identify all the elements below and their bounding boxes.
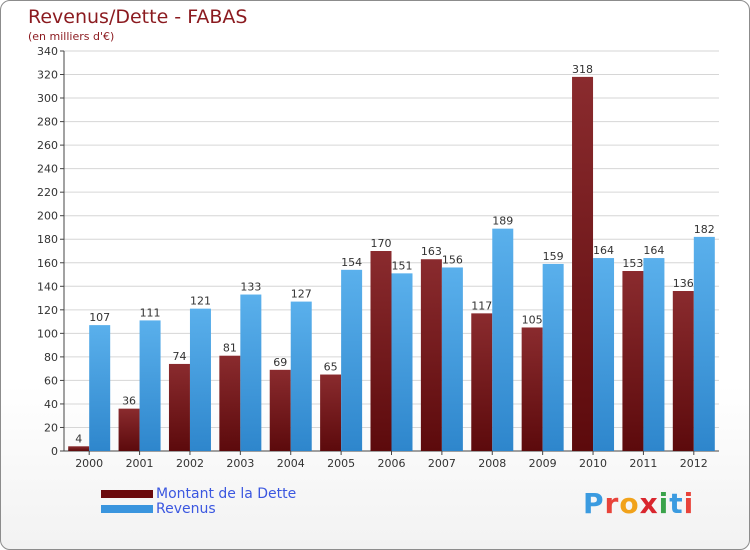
data-label-revenus: 154 <box>341 256 362 269</box>
y-tick-label: 320 <box>37 69 58 82</box>
bar-revenus <box>89 325 111 451</box>
x-tick-label: 2001 <box>126 457 154 470</box>
data-label-revenus: 156 <box>442 253 463 266</box>
logo-letter: o <box>619 487 640 520</box>
bar-dette <box>219 355 241 451</box>
data-label-dette: 36 <box>122 395 136 408</box>
bar-revenus <box>593 258 615 451</box>
logo-letter: t <box>669 487 684 520</box>
logo-letter: i <box>658 487 670 520</box>
bar-dette <box>168 363 190 451</box>
data-label-dette: 318 <box>572 63 593 76</box>
data-label-revenus: 133 <box>240 281 261 294</box>
data-label-dette: 170 <box>371 237 392 250</box>
bar-dette <box>672 291 694 451</box>
y-tick-label: 280 <box>37 116 58 129</box>
data-label-revenus: 151 <box>392 259 413 272</box>
y-tick-label: 340 <box>37 45 58 58</box>
data-label-revenus: 182 <box>694 223 715 236</box>
y-tick-label: 20 <box>44 421 58 434</box>
x-tick-label: 2012 <box>680 457 708 470</box>
data-label-revenus: 107 <box>89 311 110 324</box>
data-label-dette: 153 <box>622 257 643 270</box>
data-label-revenus: 164 <box>643 244 664 257</box>
bar-revenus <box>240 294 262 451</box>
data-label-dette: 4 <box>75 432 82 445</box>
bar-revenus <box>643 258 665 451</box>
y-tick-label: 0 <box>51 445 58 458</box>
bar-revenus <box>139 320 161 451</box>
data-label-dette: 81 <box>223 342 237 355</box>
data-label-revenus: 164 <box>593 244 614 257</box>
bar-dette <box>269 369 291 451</box>
legend-swatch-dette <box>101 490 153 498</box>
y-tick-label: 240 <box>37 163 58 176</box>
logo-letter: P <box>583 487 605 520</box>
legend-label-revenus: Revenus <box>156 501 216 517</box>
bar-revenus <box>341 269 363 451</box>
bar-revenus <box>492 228 514 451</box>
y-tick-label: 140 <box>37 280 58 293</box>
bar-dette <box>572 76 594 451</box>
x-tick-label: 2009 <box>529 457 557 470</box>
data-label-dette: 136 <box>673 277 694 290</box>
bar-dette <box>521 327 543 451</box>
data-label-dette: 69 <box>273 356 287 369</box>
y-tick-label: 60 <box>44 374 58 387</box>
y-tick-label: 300 <box>37 92 58 105</box>
y-tick-label: 80 <box>44 351 58 364</box>
x-tick-label: 2006 <box>378 457 406 470</box>
bar-revenus <box>290 301 312 451</box>
data-label-revenus: 127 <box>291 288 312 301</box>
y-tick-label: 120 <box>37 304 58 317</box>
data-label-dette: 105 <box>522 313 543 326</box>
y-tick-label: 100 <box>37 327 58 340</box>
logo-letter: i <box>683 487 695 520</box>
data-label-dette: 74 <box>172 350 186 363</box>
x-tick-label: 2008 <box>478 457 506 470</box>
chart-title: Revenus/Dette - FABAS <box>28 6 248 28</box>
logo-letter: x <box>639 487 659 520</box>
proxiti-logo: Proxiti <box>583 487 694 520</box>
logo-letter: r <box>604 487 620 520</box>
y-tick-label: 260 <box>37 139 58 152</box>
y-tick-label: 160 <box>37 257 58 270</box>
bar-revenus <box>693 236 715 451</box>
bar-revenus <box>189 308 211 451</box>
y-tick-label: 200 <box>37 210 58 223</box>
x-tick-label: 2007 <box>428 457 456 470</box>
bar-dette <box>420 259 442 451</box>
x-tick-label: 2011 <box>629 457 657 470</box>
data-label-dette: 163 <box>421 245 442 258</box>
bar-revenus <box>391 273 413 451</box>
data-label-dette: 117 <box>471 299 492 312</box>
chart-subtitle: (en milliers d'€) <box>28 30 115 43</box>
legend-label-dette: Montant de la Dette <box>156 486 297 502</box>
bar-dette <box>622 271 644 451</box>
y-tick-label: 180 <box>37 233 58 246</box>
x-tick-label: 2005 <box>327 457 355 470</box>
bar-dette <box>370 251 392 451</box>
x-tick-label: 2004 <box>277 457 305 470</box>
data-label-revenus: 189 <box>492 215 513 228</box>
data-label-revenus: 111 <box>140 306 161 319</box>
y-tick-label: 40 <box>44 398 58 411</box>
bar-revenus <box>441 267 463 451</box>
y-tick-label: 220 <box>37 186 58 199</box>
data-label-dette: 65 <box>324 361 338 374</box>
legend-swatch-revenus <box>101 505 153 513</box>
bar-dette <box>68 446 90 451</box>
x-tick-label: 2000 <box>75 457 103 470</box>
bar-dette <box>320 374 342 451</box>
x-tick-label: 2003 <box>226 457 254 470</box>
data-label-revenus: 121 <box>190 295 211 308</box>
data-label-revenus: 159 <box>543 250 564 263</box>
bar-dette <box>118 408 140 451</box>
x-tick-label: 2002 <box>176 457 204 470</box>
bar-revenus <box>542 263 564 451</box>
bar-dette <box>471 313 493 451</box>
x-tick-label: 2010 <box>579 457 607 470</box>
